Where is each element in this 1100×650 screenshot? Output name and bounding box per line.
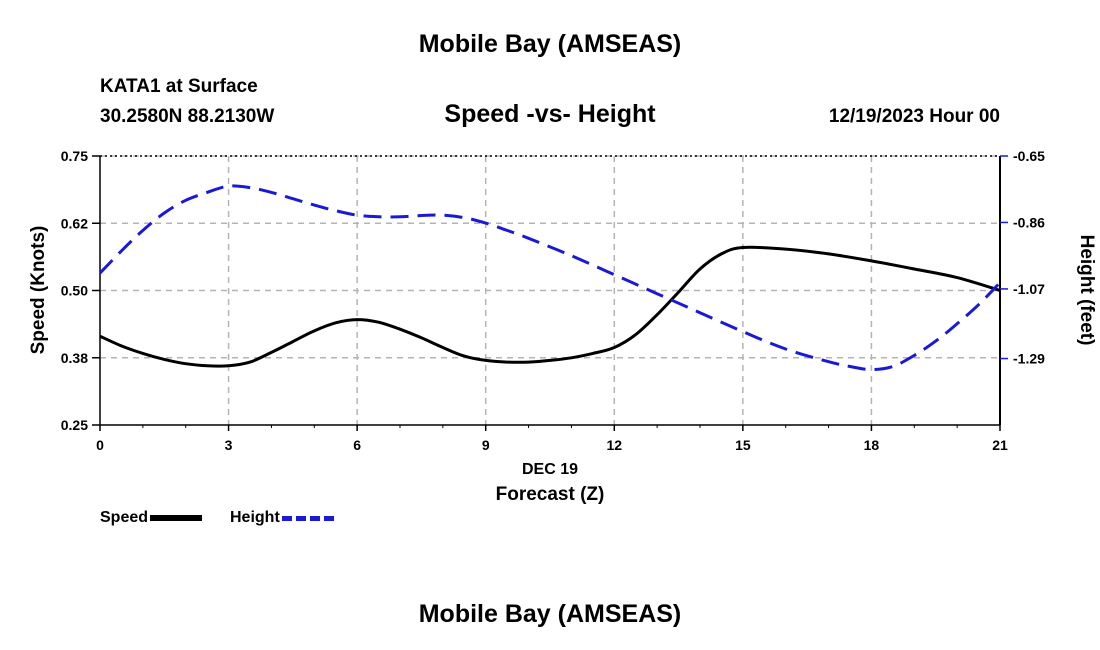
x-tick-label: 0	[96, 437, 104, 453]
axis-labels: DEC 19 Forecast (Z) Speed (Knots) Height…	[28, 226, 1097, 505]
legend-height-swatch	[281, 515, 334, 521]
y-right-tick-label: -1.07	[1013, 281, 1045, 297]
y-left-tick-label: 0.50	[61, 283, 88, 299]
legend-speed: Speed	[100, 509, 203, 527]
main-title: Mobile Bay (AMSEAS)	[418, 30, 682, 58]
y-axis-right-title: Height (feet)	[1076, 235, 1097, 346]
series-height-line	[98, 184, 1002, 372]
footer-title: Mobile Bay (AMSEAS)	[418, 600, 682, 628]
x-tick-label: 6	[353, 437, 361, 453]
station-name: KATA1 at Surface	[100, 76, 258, 97]
series-speed-line	[99, 245, 1001, 368]
legend-height-label: Height	[230, 509, 280, 526]
x-tick-label: 9	[482, 437, 490, 453]
y-left-tick-label: 0.75	[61, 148, 88, 164]
x-axis-title: Forecast (Z)	[496, 484, 605, 505]
grid	[100, 155, 1000, 425]
y-axis-left-title: Speed (Knots)	[28, 226, 49, 355]
x-tick-label: 12	[606, 437, 622, 453]
station-coordinates: 30.2580N 88.2130W	[100, 106, 275, 127]
run-time: 12/19/2023 Hour 00	[828, 106, 1000, 127]
y-right-tick-label: -1.29	[1013, 351, 1045, 367]
legend-height: Height	[230, 509, 334, 527]
chart-title: Speed -vs- Height	[444, 100, 656, 128]
x-tick-label: 21	[992, 437, 1008, 453]
y-left-tick-label: 0.38	[61, 350, 88, 366]
x-tick-label: 3	[225, 437, 233, 453]
x-tick-label: 18	[864, 437, 880, 453]
x-tick-label: 15	[735, 437, 751, 453]
y-right-tick-label: -0.86	[1013, 214, 1045, 230]
x-axis-date-label: DEC 19	[522, 461, 578, 478]
legend-speed-swatch	[150, 515, 203, 521]
legend-speed-label: Speed	[100, 509, 149, 526]
axes: 0 3 6 9 12 15 18 21 0.25 0.38 0.50 0.62 0.75 -0.65 -0.…	[61, 148, 1045, 453]
series	[98, 184, 1002, 372]
y-left-tick-label: 0.25	[61, 417, 88, 433]
y-left-tick-label: 0.62	[61, 215, 88, 231]
y-right-tick-label: -0.65	[1013, 148, 1045, 164]
